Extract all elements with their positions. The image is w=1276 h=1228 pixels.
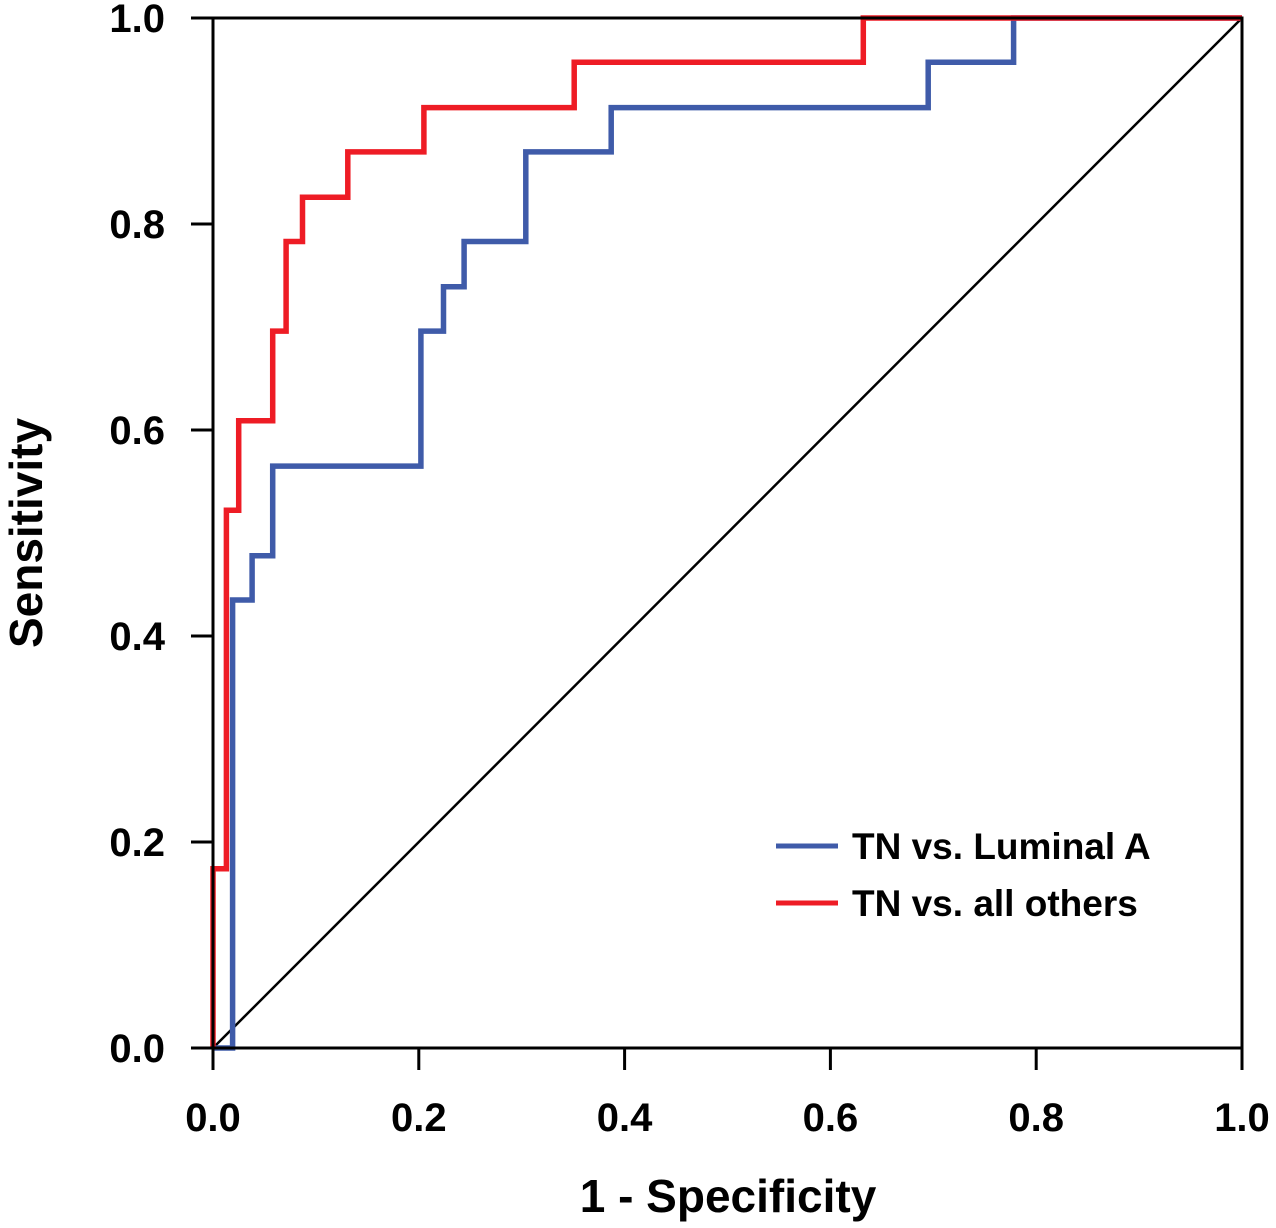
legend: TN vs. Luminal A TN vs. all others — [776, 826, 1151, 924]
y-axis-label: Sensitivity — [0, 418, 52, 649]
x-tick-label: 0.0 — [185, 1096, 241, 1140]
legend-label-all-others: TN vs. all others — [852, 883, 1138, 924]
y-tick-label: 0.8 — [109, 203, 165, 247]
plot-frame — [211, 16, 1244, 1050]
x-axis: 0.0 0.2 0.4 0.6 0.8 1.0 — [185, 1048, 1270, 1140]
y-tick-label: 0.0 — [109, 1027, 165, 1071]
y-axis: 0.0 0.2 0.4 0.6 0.8 1.0 — [109, 0, 213, 1071]
series-line-0 — [213, 15, 1242, 1051]
x-tick-label: 1.0 — [1214, 1096, 1270, 1140]
x-tick-label: 0.2 — [391, 1096, 447, 1140]
series-layer — [210, 15, 1243, 1051]
y-tick-label: 0.4 — [109, 615, 165, 659]
x-tick-label: 0.8 — [1008, 1096, 1064, 1140]
legend-label-luminal-a: TN vs. Luminal A — [852, 826, 1151, 867]
y-tick-label: 1.0 — [109, 0, 165, 41]
y-tick-label: 0.2 — [109, 821, 165, 865]
x-axis-label: 1 - Specificity — [580, 1170, 877, 1222]
series-line-1 — [210, 15, 1242, 1048]
y-tick-label: 0.6 — [109, 409, 165, 453]
x-tick-label: 0.4 — [597, 1096, 653, 1140]
reference-diagonal — [212, 17, 1243, 1049]
x-tick-label: 0.6 — [803, 1096, 859, 1140]
